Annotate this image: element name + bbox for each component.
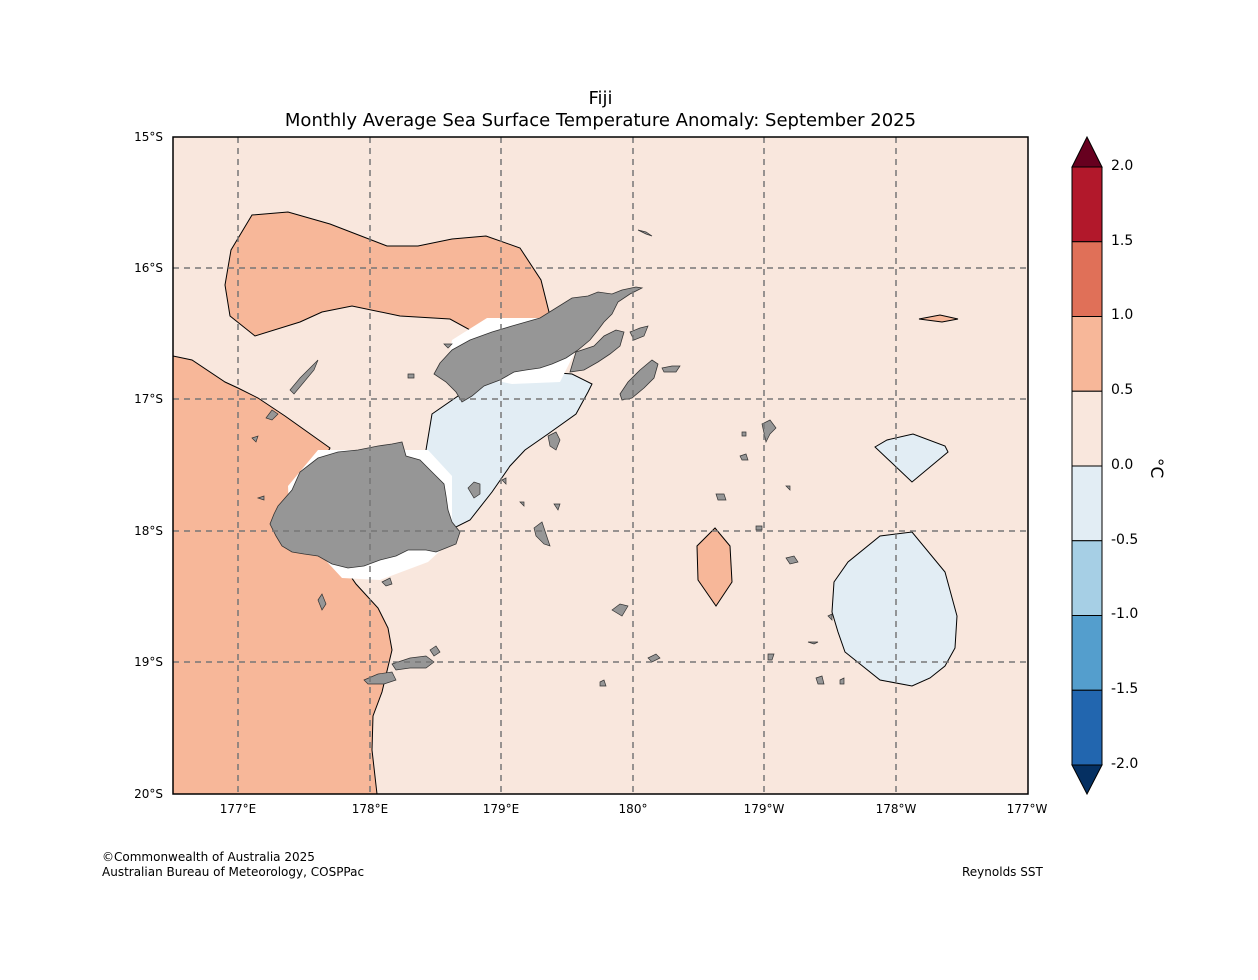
island-ogea	[839, 677, 845, 685]
lon-label-178w: 178°W	[875, 802, 917, 816]
island-vatulele	[317, 593, 327, 611]
map-main-title: Monthly Average Sea Surface Temperature …	[284, 110, 917, 131]
lat-label-20s: 20°S	[134, 787, 163, 801]
island-nairai	[553, 503, 561, 511]
cool-anomaly-east-lower	[831, 531, 958, 687]
viti-levu-island	[269, 441, 461, 569]
island-matuku	[599, 679, 607, 687]
island-ovalau	[467, 481, 481, 499]
lon-label-179e: 179°E	[482, 802, 520, 816]
island-nayau	[715, 493, 727, 501]
colorbar-segment-2	[1071, 316, 1103, 392]
warm-anomaly-south-central	[696, 527, 733, 607]
island-beqa	[381, 577, 393, 587]
lat-label-19s: 19°S	[134, 655, 163, 669]
island-small-west-2	[256, 495, 265, 501]
colorbar-tick-0-0: 0.0	[1111, 457, 1134, 473]
island-mamanuca	[265, 409, 279, 421]
agency-credit: Australian Bureau of Meteorology, COSPPa…	[102, 865, 365, 879]
data-source-label: Reynolds SST	[962, 865, 1043, 879]
colorbar-segment-4	[1071, 465, 1103, 542]
island-yadua	[443, 343, 453, 349]
island-koro	[547, 431, 561, 451]
island-yasawa	[289, 359, 319, 395]
island-lau-1	[741, 431, 747, 437]
island-fulaga	[815, 675, 825, 685]
lon-label-177w: 177°W	[1006, 802, 1048, 816]
colorbar-segment-7	[1071, 689, 1103, 766]
island-moala	[611, 603, 629, 617]
island-moce	[785, 555, 799, 565]
vanua-levu-east-arm	[569, 329, 625, 373]
island-qamea	[661, 365, 681, 373]
island-lakeba-north	[785, 485, 791, 491]
colorbar	[1071, 135, 1103, 796]
colorbar-extend-max	[1071, 135, 1103, 168]
colorbar-tick-neg-2-0: -2.0	[1111, 756, 1139, 772]
cool-anomaly-east-upper	[874, 433, 949, 483]
island-kadavu-west	[363, 671, 397, 685]
island-lau-2	[739, 453, 749, 461]
colorbar-segment-3	[1071, 390, 1103, 467]
colorbar-tick-2-0: 2.0	[1111, 158, 1134, 174]
colorbar-segment-6	[1071, 615, 1103, 691]
colorbar-tick-neg-1-5: -1.5	[1111, 681, 1139, 697]
vanua-levu-island	[433, 286, 644, 403]
colorbar-extend-min	[1071, 764, 1103, 796]
island-nw-small	[407, 373, 415, 379]
colorbar-segment-5	[1071, 540, 1103, 616]
colorbar-tick-1-0: 1.0	[1111, 307, 1134, 323]
lon-label-180: 180°	[618, 802, 648, 816]
lon-label-179w: 179°W	[743, 802, 785, 816]
lat-label-17s: 17°S	[134, 392, 163, 406]
island-cikobia	[637, 229, 653, 237]
colorbar-unit-label: °C	[1146, 457, 1167, 479]
colorbar-tick-neg-0-5: -0.5	[1111, 532, 1139, 548]
lon-label-177e: 177°E	[219, 802, 257, 816]
colorbar-segment-1	[1071, 241, 1103, 317]
colorbar-tick-0-5: 0.5	[1111, 382, 1134, 398]
island-wakaya	[501, 477, 507, 485]
island-gau	[533, 521, 551, 547]
island-batiki	[519, 501, 525, 507]
copyright-credit: ©Commonwealth of Australia 2025	[102, 850, 315, 864]
island-vatoa	[807, 641, 819, 645]
colorbar-tick-1-5: 1.5	[1111, 233, 1134, 249]
lon-label-178e: 178°E	[351, 802, 389, 816]
island-small-west	[251, 435, 259, 443]
island-lau-east	[827, 613, 833, 621]
island-totoya	[647, 653, 661, 663]
island-ono	[429, 645, 441, 657]
map-region-title: Fiji	[588, 88, 613, 109]
island-kabara	[767, 653, 775, 661]
island-kadavu	[391, 655, 435, 671]
warm-anomaly-small-east	[918, 314, 959, 323]
lat-label-18s: 18°S	[134, 524, 163, 538]
island-lakeba	[755, 525, 763, 531]
island-vanua-balavu	[761, 419, 777, 444]
lat-label-15s: 15°S	[134, 130, 163, 144]
map-frame	[172, 136, 1029, 795]
colorbar-tick-neg-1-0: -1.0	[1111, 606, 1139, 622]
colorbar-segment-0	[1071, 166, 1103, 243]
lat-label-16s: 16°S	[134, 261, 163, 275]
